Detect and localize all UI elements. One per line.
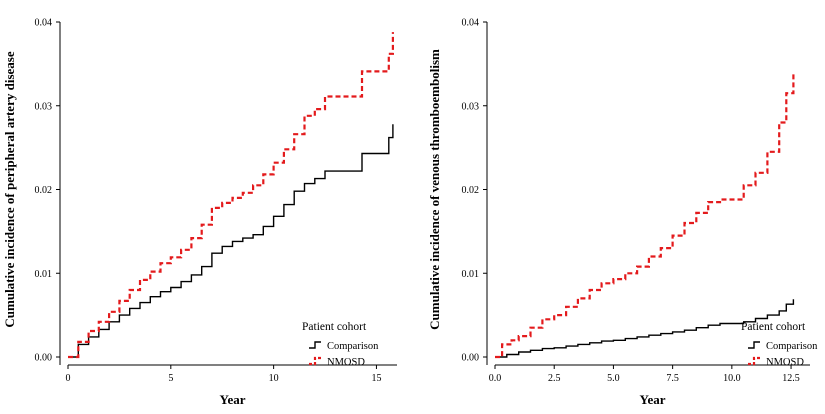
legend-title: Patient cohort (302, 321, 367, 333)
series-line-comparison (495, 299, 795, 358)
x-tick-label: 0 (66, 373, 71, 384)
legend-key-nmosd (309, 356, 321, 366)
axes: 0.00 0.01 0.02 0.03 0.04 0 5 10 15 (35, 18, 397, 384)
legend-key-comparison (309, 341, 321, 349)
chart-venous-thromboembolism: 0.00 0.01 0.02 0.03 0.04 0.0 2.5 5.0 7.5 10.0 12.5… (427, 18, 818, 408)
x-axis-title: Year (220, 392, 246, 407)
y-tick-label: 0.02 (35, 185, 53, 196)
legend-label-nmosd: NMOSD (766, 357, 804, 368)
x-tick-label: 10.0 (723, 373, 741, 384)
chart-right-panel: 0.00 0.01 0.02 0.03 0.04 0.0 2.5 5.0 7.5 10.0 12.5… (413, 0, 825, 409)
legend: Patient cohort Comparison NMOSD (741, 321, 818, 368)
y-tick-label: 0.02 (462, 185, 480, 196)
x-tick-label: 7.5 (666, 373, 679, 384)
legend-key-comparison (748, 341, 760, 349)
axes: 0.00 0.01 0.02 0.03 0.04 0.0 2.5 5.0 7.5 10.0 12.5 (462, 18, 810, 384)
x-tick-label: 5 (168, 373, 173, 384)
series-line-comparison (68, 124, 394, 358)
x-tick-label: 0.0 (489, 373, 502, 384)
series-line-nmosd (68, 32, 394, 359)
legend-key-nmosd (748, 356, 760, 366)
y-tick-label: 0.04 (462, 18, 480, 29)
y-axis-title: Cumulative incidence of peripheral arter… (2, 51, 17, 327)
x-tick-label: 10 (269, 373, 279, 384)
series-line-nmosd (495, 72, 795, 359)
x-tick-label: 15 (371, 373, 381, 384)
chart-peripheral-artery-disease: 0.00 0.01 0.02 0.03 0.04 0 5 10 15 Year Cumulative… (2, 18, 397, 407)
y-tick-label: 0.00 (35, 353, 53, 364)
y-tick-label: 0.03 (35, 101, 53, 112)
y-tick-label: 0.01 (462, 269, 480, 280)
legend-label-comparison: Comparison (327, 341, 379, 352)
legend-label-comparison: Comparison (766, 341, 818, 352)
y-tick-label: 0.00 (462, 353, 480, 364)
y-tick-label: 0.01 (35, 269, 53, 280)
legend-title: Patient cohort (741, 321, 806, 333)
x-tick-label: 2.5 (548, 373, 561, 384)
x-tick-label: 12.5 (782, 373, 800, 384)
y-axis-title: Cumulative incidence of venous thromboem… (427, 49, 442, 330)
y-tick-label: 0.03 (462, 101, 480, 112)
x-tick-label: 5.0 (607, 373, 620, 384)
chart-left-panel: 0.00 0.01 0.02 0.03 0.04 0 5 10 15 Year Cumulative… (0, 0, 412, 409)
y-tick-label: 0.04 (35, 18, 53, 29)
legend: Patient cohort Comparison NMOSD (302, 321, 379, 368)
legend-label-nmosd: NMOSD (327, 357, 365, 368)
x-axis-title: Year (640, 392, 666, 407)
